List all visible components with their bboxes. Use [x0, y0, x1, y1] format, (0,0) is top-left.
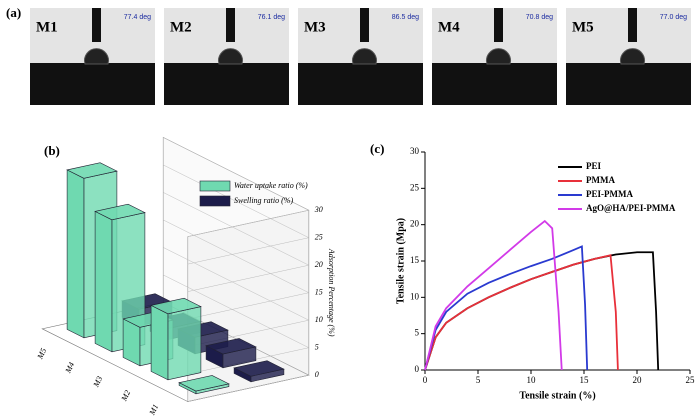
- angle-label: 70.8 deg: [526, 14, 553, 21]
- bar-top: [178, 375, 230, 392]
- legend-label: PEI: [586, 161, 602, 171]
- panel-label: (a): [6, 5, 21, 20]
- y-tick-label: 10: [315, 315, 323, 324]
- legend-label: PMMA: [586, 175, 615, 185]
- contact-angle-image: M2 76.1 deg: [164, 8, 289, 105]
- bar-top: [94, 203, 146, 221]
- y-tick-label: 25: [410, 182, 420, 192]
- y-tick-label: 0: [315, 370, 319, 379]
- substrate: [298, 63, 423, 105]
- substrate: [432, 63, 557, 105]
- bar-front: [66, 169, 85, 339]
- legend-swatch: [199, 195, 231, 207]
- y-tick-label: 15: [410, 255, 420, 265]
- droplet: [620, 48, 645, 65]
- y-tick-label: 5: [315, 343, 319, 352]
- sample-label: M2: [170, 19, 192, 35]
- needle: [226, 8, 235, 42]
- contact-angle-image: M5 77.0 deg: [566, 8, 691, 105]
- bar-top: [150, 297, 202, 315]
- bar: [150, 297, 202, 381]
- angle-label: 77.0 deg: [660, 14, 687, 21]
- grid-line: [163, 137, 310, 237]
- sample-label: M5: [572, 19, 594, 35]
- x-tick-label: 15: [580, 375, 590, 385]
- angle-label: 77.4 deg: [124, 14, 151, 21]
- x-tick-label: 5: [476, 375, 481, 385]
- y-tick-label: 15: [315, 288, 323, 297]
- x-tick-label: 25: [686, 375, 696, 385]
- contact-angle-image: M3 86.5 deg: [298, 8, 423, 105]
- y-tick-label: 20: [315, 260, 323, 269]
- sample-label: M1: [36, 19, 58, 35]
- needle: [360, 8, 369, 42]
- y-axis-label: Adsorption Percentage (%): [327, 248, 336, 337]
- legend-label: Water uptake ratio (%): [234, 181, 308, 190]
- droplet: [218, 48, 243, 65]
- needle: [92, 8, 101, 42]
- line-series: [424, 219, 563, 371]
- line-series: [424, 251, 660, 371]
- x-axis-label: Tensile strain (%): [519, 390, 595, 401]
- y-tick-label: 0: [415, 364, 420, 374]
- sample-label: M4: [438, 19, 460, 35]
- sample-label: M3: [304, 19, 326, 35]
- y-axis-label: Tensile strain (Mpa): [395, 218, 406, 304]
- y-tick-label: 25: [315, 233, 323, 242]
- x-tick-label: M3: [91, 375, 104, 389]
- needle: [494, 8, 503, 42]
- x-tick-label: M5: [35, 347, 48, 361]
- panel-label: (c): [370, 141, 384, 156]
- legend-swatch: [199, 180, 231, 192]
- legend-label: AgO@HA/PEI-PMMA: [586, 203, 676, 213]
- bar: [205, 338, 257, 369]
- bar-side: [167, 306, 202, 381]
- y-tick-label: 30: [410, 146, 420, 156]
- bar-top: [233, 360, 285, 377]
- bar-top: [205, 338, 257, 355]
- bar-front: [150, 304, 169, 381]
- x-tick-label: 10: [527, 375, 537, 385]
- needle: [628, 8, 637, 42]
- droplet: [486, 48, 511, 65]
- panel-label: (b): [44, 143, 60, 158]
- y-tick-label: 10: [410, 291, 420, 301]
- droplet: [84, 48, 109, 65]
- bar: [178, 375, 230, 395]
- bar-front: [94, 210, 113, 353]
- legend-label: Swelling ratio (%): [234, 196, 293, 205]
- x-tick-label: M4: [63, 361, 76, 375]
- substrate: [164, 63, 289, 105]
- line-series: [424, 245, 589, 371]
- bar-top: [66, 162, 118, 179]
- y-tick-label: 20: [410, 219, 420, 229]
- bar: [233, 360, 285, 383]
- angle-label: 86.5 deg: [392, 14, 419, 21]
- contact-angle-image: M1 77.4 deg: [30, 8, 155, 105]
- y-tick-label: 30: [314, 205, 323, 214]
- legend-label: PEI-PMMA: [586, 189, 633, 199]
- x-tick-label: 20: [633, 375, 643, 385]
- grid-line: [163, 219, 310, 320]
- y-tick-label: 5: [415, 328, 420, 338]
- x-tick-label: M2: [119, 389, 132, 403]
- substrate: [566, 63, 691, 105]
- droplet: [352, 48, 377, 65]
- substrate: [30, 63, 155, 105]
- line-series: [424, 254, 619, 371]
- x-tick-label: 0: [423, 375, 428, 385]
- grid-line: [163, 192, 310, 292]
- angle-label: 76.1 deg: [258, 14, 285, 21]
- x-tick-label: M1: [147, 403, 160, 417]
- contact-angle-image: M4 70.8 deg: [432, 8, 557, 105]
